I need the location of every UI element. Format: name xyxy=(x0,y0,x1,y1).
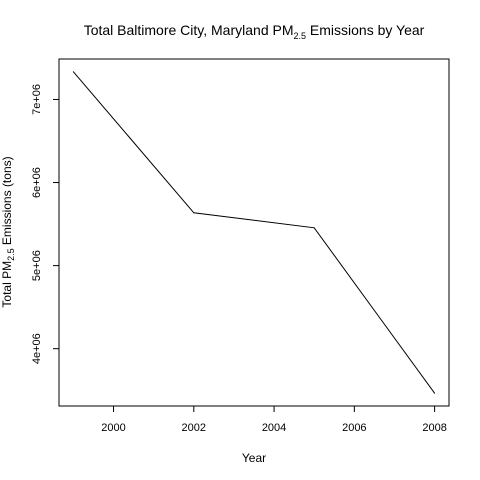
x-axis-title: Year xyxy=(242,451,266,465)
x-tick-label: 2000 xyxy=(101,422,125,434)
data-point-2005 xyxy=(313,227,315,229)
data-point-1999 xyxy=(72,71,74,73)
x-tick-label: 2008 xyxy=(422,422,446,434)
y-tick-label: 7e+06 xyxy=(31,84,43,115)
y-axis: 4e+06 5e+06 6e+06 7e+06 xyxy=(31,84,59,364)
y-tick-label: 6e+06 xyxy=(31,167,43,198)
x-tick-label: 2004 xyxy=(262,422,286,434)
x-tick-label: 2006 xyxy=(342,422,366,434)
chart-title: Total Baltimore City, Maryland PM2.5 Emi… xyxy=(84,22,425,41)
series xyxy=(72,71,436,394)
y-tick-label: 4e+06 xyxy=(31,333,43,364)
data-point-2002 xyxy=(193,212,195,214)
series-line xyxy=(73,71,436,394)
plot-frame xyxy=(58,58,450,407)
data-point-2008 xyxy=(434,392,436,394)
x-axis: 2000 2002 2004 2006 2008 xyxy=(101,406,447,434)
x-tick-label: 2002 xyxy=(182,422,206,434)
y-tick-label: 5e+06 xyxy=(31,250,43,281)
y-axis-title: Total PM2.5 Emissions (tons) xyxy=(0,156,16,307)
